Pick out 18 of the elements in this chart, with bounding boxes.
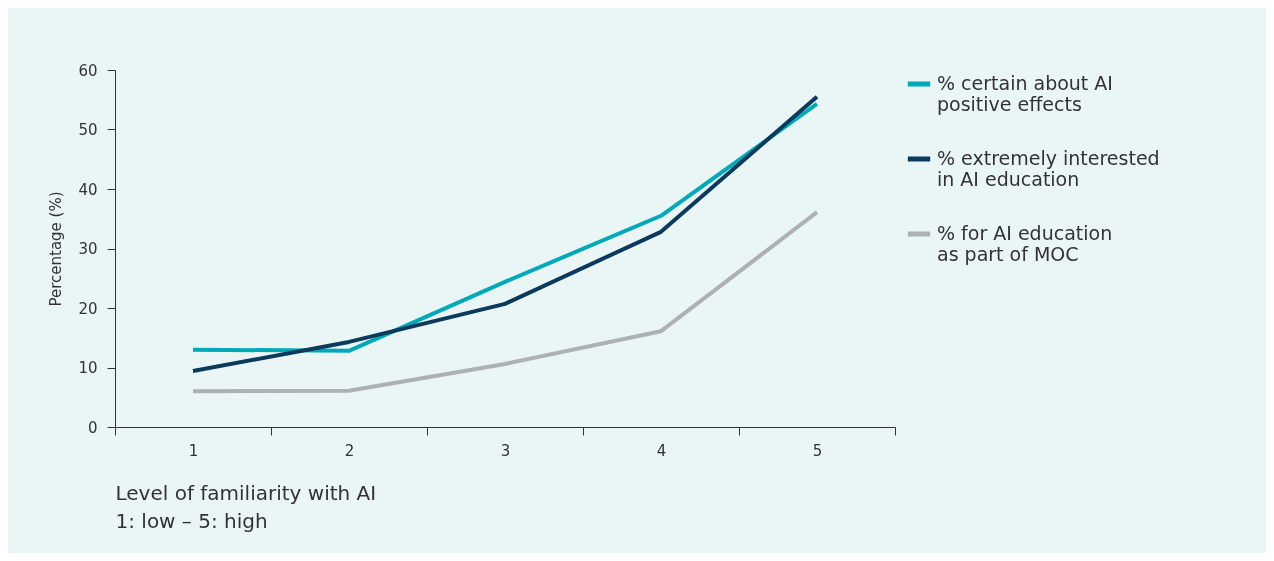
x-tick-label: 5 <box>812 441 823 460</box>
x-axis-title: Level of familiarity with AI 1: low – 5: high <box>115 480 377 533</box>
x-tick-label: 3 <box>500 441 511 460</box>
legend-label: % certain about AI positive effects <box>937 72 1113 115</box>
y-tick-label: 50 <box>78 121 98 139</box>
legend-label: % extremely interested in AI education <box>937 147 1160 190</box>
line-series <box>191 210 819 394</box>
y-tick-label: 20 <box>78 299 98 318</box>
y-tick-label: 30 <box>78 240 98 258</box>
y-tick-label: 40 <box>78 180 98 199</box>
x-tick-label: 2 <box>344 441 355 460</box>
legend-label: % for AI education as part of MOC <box>937 222 1113 265</box>
y-tick-label: 60 <box>78 61 98 80</box>
y-tick-label: 10 <box>78 359 98 377</box>
x-tick-label: 4 <box>656 441 667 460</box>
x-tick-label: 1 <box>188 441 199 460</box>
y-tick-label: 0 <box>87 418 98 437</box>
y-axis-title: Percentage (%) <box>47 191 66 307</box>
